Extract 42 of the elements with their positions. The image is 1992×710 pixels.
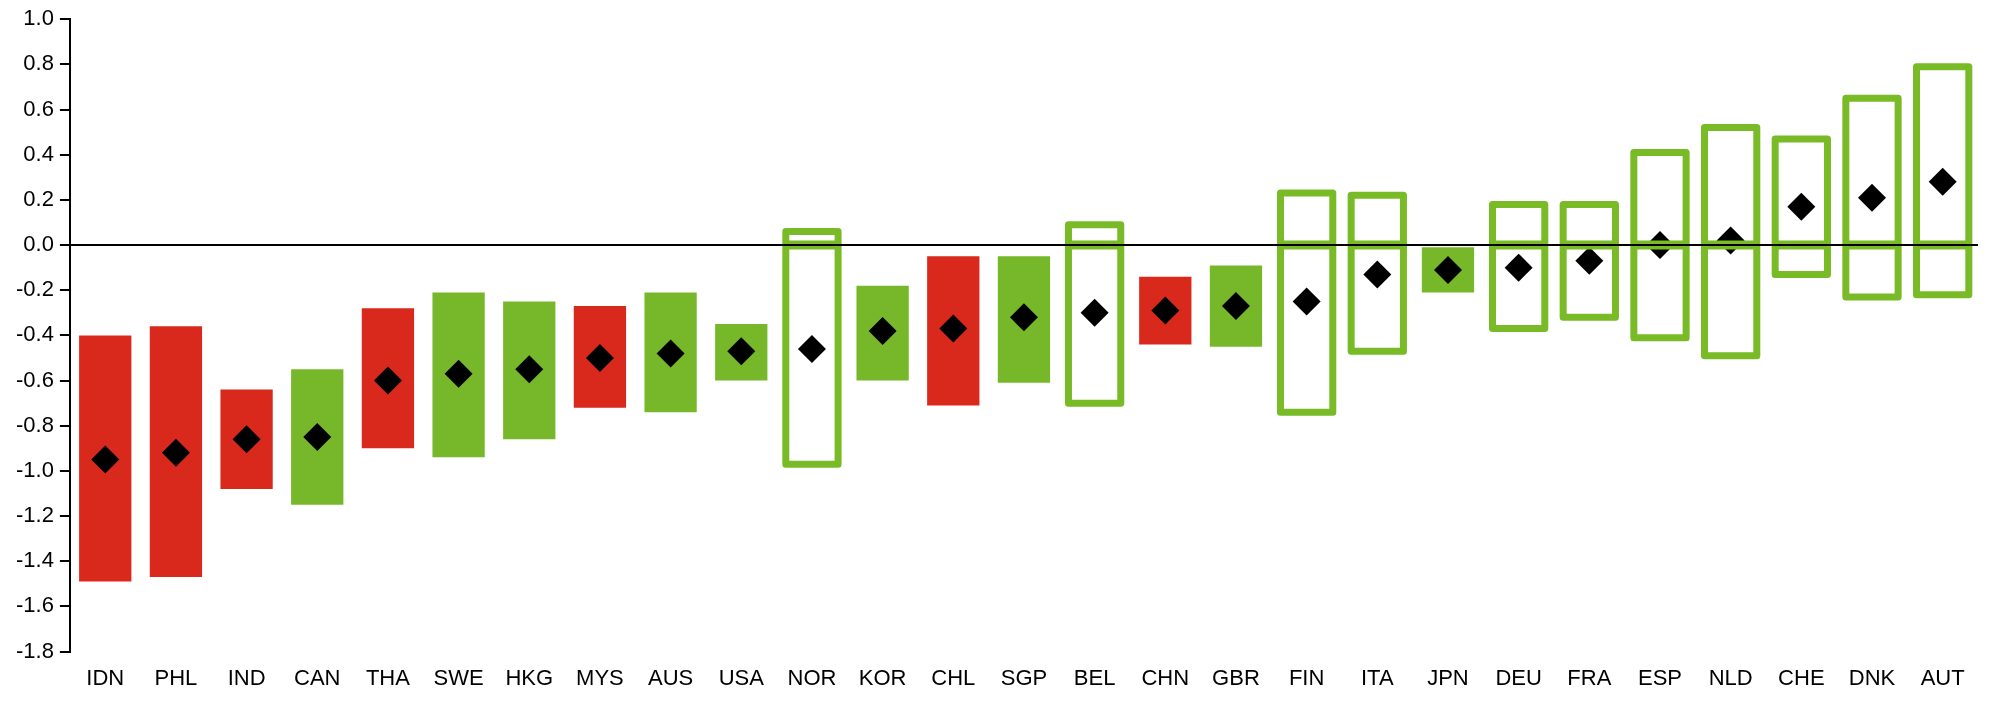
x-tick-label: IDN [86, 664, 125, 690]
x-tick-label: IND [227, 664, 266, 690]
x-tick-label: FRA [1567, 664, 1612, 690]
x-tick-label: THA [365, 664, 411, 690]
x-tick-label: DNK [1848, 664, 1896, 690]
y-tick-label: -0.2 [15, 276, 54, 302]
x-tick-label: NOR [787, 664, 837, 690]
x-tick-label: SGP [1000, 664, 1048, 690]
y-tick-label: 1.0 [23, 5, 54, 31]
y-tick-label: -1.0 [15, 456, 54, 482]
x-tick-label: PHL [154, 664, 198, 690]
y-tick-label: -1.6 [15, 592, 54, 618]
x-tick-label: JPN [1427, 664, 1469, 690]
x-tick-label: KOR [858, 664, 907, 690]
x-tick-label: CHN [1141, 664, 1190, 690]
x-tick-label: CHE [1778, 664, 1825, 690]
y-tick-label: 0.4 [23, 140, 54, 166]
y-tick-label: -1.8 [15, 637, 54, 663]
y-tick-label: 0.6 [23, 95, 54, 121]
x-tick-label: CAN [294, 664, 341, 690]
x-tick-label: DEU [1495, 664, 1542, 690]
x-tick-label: GBR [1212, 664, 1260, 690]
x-tick-label: ESP [1637, 664, 1682, 690]
y-tick-label: -1.2 [15, 502, 54, 528]
y-tick-label: 0.8 [23, 50, 54, 76]
y-tick-label: -0.4 [15, 321, 54, 347]
y-tick-label: -0.8 [15, 411, 54, 437]
y-tick-label: -1.4 [15, 547, 54, 573]
y-tick-label: -0.6 [15, 366, 54, 392]
x-tick-label: USA [718, 664, 765, 690]
x-tick-label: HKG [505, 664, 554, 690]
x-tick-label: MYS [576, 664, 624, 690]
x-tick-label: AUS [647, 664, 694, 690]
x-tick-label: BEL [1073, 664, 1116, 690]
x-tick-label: CHL [931, 664, 976, 690]
y-tick-label: 0.0 [23, 231, 54, 257]
x-tick-label: FIN [1288, 664, 1325, 690]
x-tick-label: AUT [1920, 664, 1965, 690]
x-tick-label: ITA [1361, 664, 1394, 690]
x-tick-label: NLD [1708, 664, 1753, 690]
x-tick-label: SWE [433, 664, 484, 690]
y-tick-label: 0.2 [23, 185, 54, 211]
